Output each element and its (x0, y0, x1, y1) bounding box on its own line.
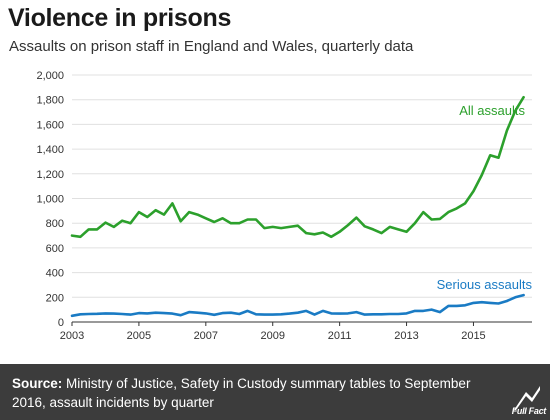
x-tick-label: 2003 (60, 330, 84, 342)
y-tick-label: 0 (58, 317, 64, 329)
series-label-serious-assaults: Serious assaults (437, 277, 533, 292)
source-footer: Source: Ministry of Justice, Safety in C… (0, 364, 550, 420)
y-tick-label: 1,000 (36, 194, 64, 206)
source-text: Ministry of Justice, Safety in Custody s… (12, 376, 471, 410)
chart-title: Violence in prisons (8, 4, 232, 32)
line-chart: 0 200 400 600 800 1,000 1,200 1,400 1,600 1,800 2,… (36, 70, 533, 342)
y-tick-label: 400 (46, 268, 64, 280)
y-tick-label: 2,000 (36, 70, 64, 82)
x-tick-label: 2013 (394, 330, 418, 342)
chart-subtitle: Assaults on prison staff in England and … (9, 38, 414, 55)
series-line-serious-assaults (70, 293, 525, 318)
x-tick-label: 2005 (127, 330, 151, 342)
x-tick-label: 2007 (194, 330, 218, 342)
series-label-all-assaults: All assaults (459, 103, 525, 118)
y-tick-label: 200 (46, 292, 64, 304)
y-tick-label: 600 (46, 243, 64, 255)
series-line-all-assaults (70, 95, 525, 239)
x-tick-label: 2015 (461, 330, 485, 342)
y-tick-label: 1,200 (36, 169, 64, 181)
source-label: Source: (12, 376, 63, 391)
full-fact-logo-text: Full Fact (511, 406, 547, 416)
y-tick-label: 1,400 (36, 144, 64, 156)
y-tick-label: 1,600 (36, 119, 64, 131)
x-tick-label: 2009 (260, 330, 284, 342)
full-fact-logo-icon (514, 386, 540, 410)
y-tick-label: 1,800 (36, 95, 64, 107)
x-tick-label: 2011 (328, 330, 352, 342)
y-tick-label: 800 (46, 218, 64, 230)
